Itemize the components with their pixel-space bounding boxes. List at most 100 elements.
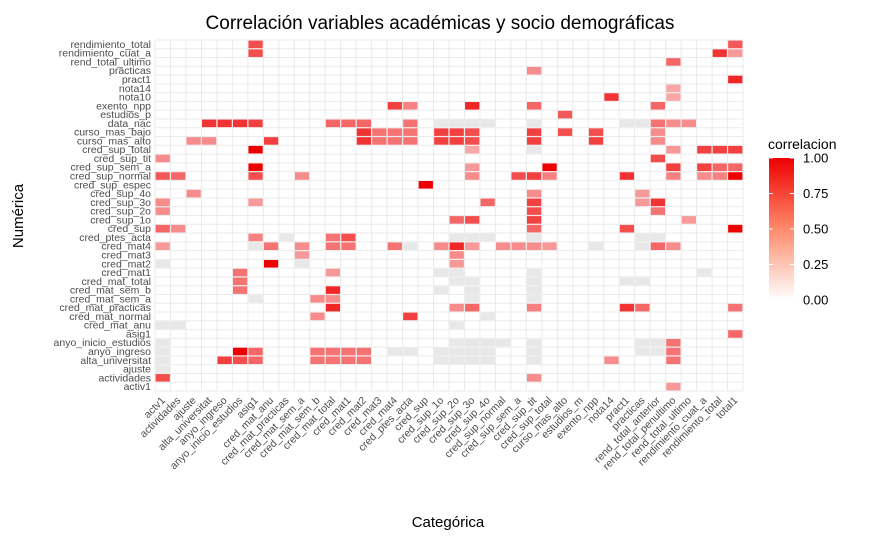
cell-alta-universitat-cred-sup-1o bbox=[434, 356, 449, 365]
cell-cred-mat4-cred-sup-1o bbox=[434, 242, 449, 250]
cell-cred-sup-3o-actv1 bbox=[155, 198, 170, 207]
cell-alta-universitat-anyo-inicio-estudios bbox=[232, 356, 248, 365]
legend-tick-label: 0.00 bbox=[803, 293, 828, 308]
cell-cred-mat1-cred-sup-tit bbox=[526, 268, 542, 277]
y-tick-label-cred-mat-normal: cred_mat_normal bbox=[69, 311, 151, 323]
cell-cred-ptes-acta-cred-sup-3o bbox=[465, 233, 480, 242]
cell-cred-sup-1o-cred-sup-2o bbox=[449, 216, 464, 224]
cell-cred-sup-4o-practicas bbox=[635, 189, 650, 198]
cell-cred-mat4-cred-mat4 bbox=[387, 242, 402, 250]
y-tick-label-curso-mas-alto: curso_mas_alto bbox=[77, 135, 151, 147]
cell-anyo-ingreso-rend-total-penultimo bbox=[666, 347, 681, 356]
cell-anyo-ingreso-cred-sup-tit bbox=[526, 347, 542, 356]
cell-cred-mat-practicas-pract1 bbox=[619, 303, 635, 312]
y-tick-label-cred-mat3: cred_mat3 bbox=[101, 249, 151, 261]
cell-cred-sup-1o-cred-sup-3o bbox=[465, 216, 480, 224]
cell-asig1-total1 bbox=[728, 330, 743, 338]
cell-cred-sup-normal-cred-mat-sem-a bbox=[294, 172, 310, 180]
y-tick-label-cred-sup-total: cred_sup_total bbox=[82, 144, 151, 156]
cell-cred-mat-sem-b-cred-sup-tit bbox=[526, 286, 542, 294]
cell-cred-sup-tit-actv1 bbox=[155, 154, 170, 163]
cell-cred-sup-normal-asig1 bbox=[248, 172, 263, 180]
cell-cred-sup-pract1 bbox=[619, 224, 635, 233]
cell-curso-mas-alto-cred-sup-2o bbox=[449, 137, 464, 145]
cell-data-nac-rend-total-ultimo bbox=[681, 119, 696, 128]
y-tick-label-cred-sup-2o: cred_sup_2o bbox=[90, 206, 151, 218]
cell-cred-sup-3o-cred-sup-tit bbox=[526, 198, 542, 207]
cell-alta-universitat-cred-sup-4o bbox=[480, 356, 495, 365]
cell-cred-ptes-acta-cred-sup-2o bbox=[449, 233, 464, 242]
cell-data-nac-alta-universitat bbox=[202, 119, 217, 128]
cell-cred-sup-normal-rendimiento-cuat-a bbox=[697, 172, 712, 180]
cell-cred-sup-normal-cred-sup-tit bbox=[526, 172, 542, 180]
cell-cred-mat-anu-actv1 bbox=[155, 321, 170, 329]
cell-cred-mat-total-cred-sup-tit bbox=[526, 277, 542, 286]
cell-cred-sup-cred-sup-tit bbox=[526, 224, 542, 233]
cell-cred-sup-3o-practicas bbox=[635, 198, 650, 207]
y-tick-label-alta-universitat: alta_universitat bbox=[80, 355, 151, 367]
cell-cred-sup-2o-rend-total-anterior bbox=[650, 207, 666, 215]
cell-cred-mat4-practicas bbox=[635, 242, 650, 250]
cell-cred-sup-espec-cred-sup bbox=[418, 181, 433, 189]
cell-cred-mat1-cred-mat-total bbox=[325, 268, 341, 277]
cell-cred-mat4-exento-npp bbox=[588, 242, 604, 250]
cell-cred-mat-practicas-cred-mat-total bbox=[325, 303, 341, 312]
cell-alta-universitat-cred-sup-2o bbox=[449, 356, 464, 365]
cell-exento-npp-cred-sup-3o bbox=[465, 102, 480, 110]
y-tick-label-cred-mat-sem-b: cred_mat_sem_b bbox=[70, 285, 151, 297]
cell-cred-mat1-rendimiento-cuat-a bbox=[697, 268, 712, 277]
cell-data-nac-cred-mat1 bbox=[341, 119, 356, 128]
cell-exento-npp-cred-sup-tit bbox=[526, 102, 542, 110]
cell-curso-mas-alto-cred-mat2 bbox=[356, 137, 372, 145]
y-tick-label-cred-sup-4o: cred_sup_4o bbox=[90, 188, 151, 200]
cell-anyo-ingreso-actv1 bbox=[155, 347, 170, 356]
cell-curso-mas-bajo-cred-mat4 bbox=[387, 128, 402, 136]
cell-cred-sup-sem-a-rendimiento-cuat-a bbox=[697, 163, 712, 172]
cell-cred-mat3-cred-sup-2o bbox=[449, 251, 464, 259]
cell-data-nac-rend-total-anterior bbox=[650, 119, 666, 128]
y-tick-label-nota10: nota10 bbox=[119, 92, 151, 104]
cell-estudios-p-curso-mas-alto bbox=[557, 110, 573, 119]
cell-data-nac-cred-sup-3o bbox=[465, 119, 480, 128]
y-tick-label-anyo-inicio-estudios: anyo_inicio_estudios bbox=[54, 337, 151, 349]
cell-cred-sup-tit-rend-total-anterior bbox=[650, 154, 666, 163]
y-tick-label-cred-sup-tit: cred_sup_tit bbox=[94, 153, 151, 165]
cell-cred-ptes-acta-cred-sup-tit bbox=[526, 233, 542, 242]
cell-data-nac-rend-total-penultimo bbox=[666, 119, 681, 128]
cell-cred-mat-total-anyo-inicio-estudios bbox=[232, 277, 248, 286]
cell-anyo-ingreso-cred-sup-2o bbox=[449, 347, 464, 356]
cell-data-nac-anyo-ingreso bbox=[217, 119, 232, 128]
cell-activ1-rend-total-penultimo bbox=[666, 382, 681, 391]
cell-cred-sup-total-cred-sup-tit bbox=[526, 145, 542, 154]
cell-rend-total-ultimo-rend-total-penultimo bbox=[666, 58, 681, 66]
cell-anyo-inicio-estudios-practicas bbox=[635, 338, 650, 347]
cell-cred-sup-3o-asig1 bbox=[248, 198, 263, 207]
cell-data-nac-asig1 bbox=[248, 119, 263, 128]
cell-cred-sup-total-rend-total-penultimo bbox=[666, 145, 681, 154]
cell-cred-sup-3o-rend-total-anterior bbox=[650, 198, 666, 207]
cell-curso-mas-bajo-cred-sup-2o bbox=[449, 128, 464, 136]
cell-cred-mat-practicas-total1 bbox=[728, 303, 743, 312]
cell-practicas-cred-sup-tit bbox=[526, 66, 542, 75]
cell-curso-mas-bajo-cred-sup-3o bbox=[465, 128, 480, 136]
cell-cred-mat-practicas-cred-sup-tit bbox=[526, 303, 542, 312]
cell-cred-ptes-acta-asig1 bbox=[248, 233, 263, 242]
cell-cred-sup-normal-total1 bbox=[728, 172, 743, 180]
cell-data-nac-anyo-inicio-estudios bbox=[232, 119, 248, 128]
cell-cred-sup-total-rendimiento-cuat-a bbox=[697, 145, 712, 154]
legend-title: correlacion bbox=[768, 136, 836, 152]
cell-alta-universitat-cred-mat2 bbox=[356, 356, 372, 365]
y-tick-label-cred-sup-normal: cred_sup_normal bbox=[70, 171, 151, 183]
y-tick-label-cred-sup-espec: cred_sup_espec bbox=[74, 179, 151, 191]
legend-tick-label: 0.50 bbox=[803, 222, 828, 237]
y-tick-label-cred-sup-3o: cred_sup_3o bbox=[90, 197, 151, 209]
x-tick-labels: actv1actividadesajustealta_universitatan… bbox=[138, 394, 741, 472]
cell-cred-mat-practicas-cred-sup-3o bbox=[465, 303, 480, 312]
y-tick-label-pract1: pract1 bbox=[122, 74, 151, 86]
cell-curso-mas-alto-rend-total-anterior bbox=[650, 137, 666, 145]
cell-anyo-ingreso-anyo-inicio-estudios bbox=[232, 347, 248, 356]
cell-cred-mat4-cred-sup-normal bbox=[496, 242, 511, 250]
cell-curso-mas-bajo-cred-sup-tit bbox=[526, 128, 542, 136]
cell-rendimiento-total-asig1 bbox=[248, 40, 263, 49]
